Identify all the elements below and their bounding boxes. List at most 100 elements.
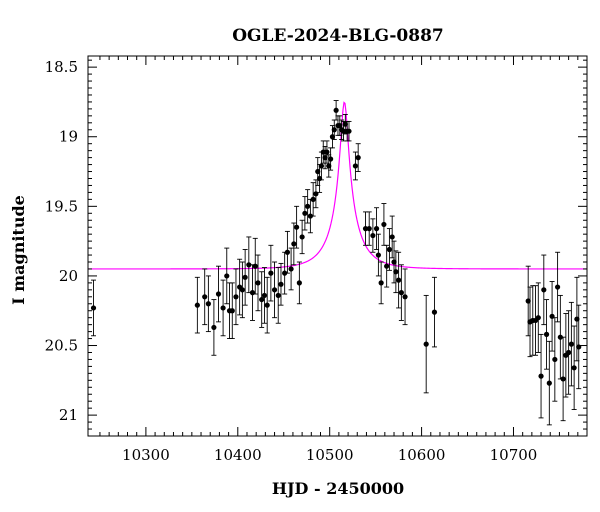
data-point [576, 304, 582, 390]
data-marker [554, 284, 561, 290]
x-tick-label: 10700 [490, 446, 538, 464]
data-marker [525, 298, 531, 304]
data-marker [378, 280, 384, 286]
data-point [237, 258, 243, 316]
data-point [271, 261, 278, 319]
data-point [552, 317, 558, 402]
data-marker [294, 224, 300, 230]
data-point [370, 218, 376, 253]
y-tick-label: 19.5 [45, 197, 78, 215]
data-point [288, 247, 294, 291]
data-marker [538, 373, 544, 379]
data-point [239, 261, 245, 319]
data-point [384, 244, 390, 288]
data-point [284, 230, 291, 274]
data-marker [259, 296, 265, 303]
data-point [389, 215, 395, 259]
data-point [215, 265, 222, 323]
data-marker [315, 168, 321, 175]
data-point [205, 275, 211, 333]
data-marker [574, 316, 580, 322]
data-point [233, 268, 239, 326]
data-marker [310, 196, 316, 202]
data-point [291, 222, 297, 266]
data-point [381, 203, 387, 246]
data-marker [362, 226, 369, 232]
data-point [386, 228, 393, 271]
data-point [264, 276, 270, 334]
data-point [307, 198, 313, 234]
data-point [352, 151, 359, 181]
data-marker [329, 134, 336, 140]
chart-title: OGLE-2024-BLG-0887 [232, 26, 444, 46]
data-marker [386, 246, 393, 253]
data-point [275, 267, 281, 324]
data-marker [546, 380, 552, 386]
data-point [543, 299, 550, 370]
data-point [366, 211, 372, 246]
data-marker [384, 263, 390, 269]
data-marker [324, 149, 330, 155]
model-layer [88, 101, 587, 270]
data-marker [271, 287, 278, 293]
model-curve [88, 101, 587, 270]
data-point [402, 268, 408, 326]
data-marker [355, 155, 361, 161]
data-marker [337, 122, 343, 129]
data-marker [224, 273, 230, 279]
data-marker [543, 331, 550, 337]
data-marker [211, 324, 217, 331]
y-axis-label: I magnitude [9, 195, 28, 305]
y-tick-label: 20.5 [45, 337, 78, 355]
data-point [252, 237, 258, 295]
data-point [549, 281, 555, 352]
data-point [220, 279, 226, 337]
data-point [305, 189, 311, 224]
data-marker [90, 305, 97, 311]
data-point [571, 325, 577, 411]
data-marker [389, 234, 395, 240]
data-point [310, 182, 316, 217]
data-marker [215, 291, 222, 297]
y-tick-label: 21 [59, 406, 78, 424]
data-point [541, 254, 547, 326]
axes-layer: 10300 10400 10500 10600 10700 18.5 19 19.5 20 20.… [45, 56, 588, 464]
data-point [355, 143, 361, 172]
data-marker [318, 163, 325, 169]
data-marker [239, 287, 245, 293]
data-marker [571, 365, 577, 371]
data-marker [252, 263, 258, 269]
x-tick-label: 10600 [398, 446, 446, 464]
data-marker [194, 302, 200, 308]
data-marker [393, 269, 399, 275]
data-point [242, 249, 248, 306]
data-point [249, 264, 256, 321]
data-point [259, 271, 265, 328]
data-point [211, 299, 217, 356]
data-marker [320, 149, 326, 155]
data-point [202, 268, 208, 326]
data-point [296, 261, 302, 305]
data-point [268, 244, 274, 302]
data-marker [288, 266, 294, 272]
data-marker [535, 315, 541, 321]
data-marker [331, 127, 337, 133]
data-point [423, 294, 429, 394]
data-marker [291, 241, 297, 247]
data-point [546, 340, 552, 426]
data-point [333, 100, 339, 121]
data-point [568, 301, 574, 387]
data-point [255, 254, 261, 312]
data-marker [431, 309, 438, 315]
data-marker [302, 210, 308, 216]
data-marker [541, 287, 547, 293]
data-marker [398, 290, 404, 296]
data-point [538, 333, 544, 419]
data-point [90, 279, 97, 337]
data-marker [557, 334, 563, 340]
plot-frame [87, 55, 588, 437]
data-point [563, 313, 569, 398]
data-marker [282, 270, 288, 276]
data-marker [391, 259, 397, 265]
